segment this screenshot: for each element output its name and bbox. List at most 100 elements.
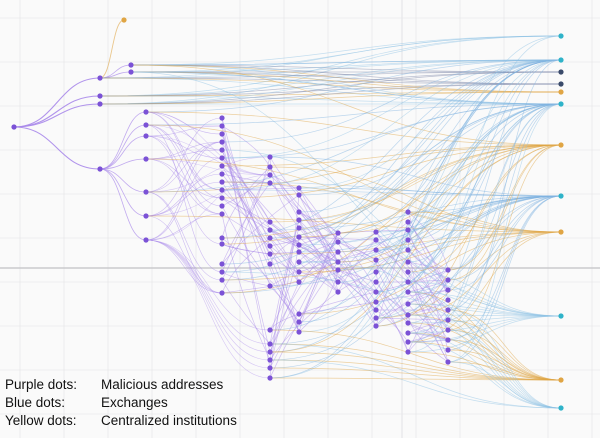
- edge: [145, 158, 223, 215]
- malicious-address-node: [219, 163, 225, 169]
- exchange-node: [558, 313, 564, 319]
- edge: [447, 103, 562, 363]
- malicious-address-node: [143, 122, 149, 128]
- edge: [269, 329, 562, 381]
- edge: [269, 59, 562, 239]
- malicious-address-node: [267, 251, 273, 257]
- edge: [447, 329, 562, 409]
- legend: Purple dots: Malicious addresses Blue dot…: [5, 376, 237, 430]
- edge: [221, 144, 562, 167]
- edge: [269, 144, 562, 223]
- edge: [99, 35, 562, 105]
- malicious-address-node: [219, 235, 225, 241]
- malicious-address-node: [296, 217, 302, 223]
- edge: [145, 239, 271, 331]
- malicious-address-node: [143, 133, 149, 139]
- edge: [221, 59, 562, 239]
- malicious-address-node: [296, 249, 302, 255]
- edge: [269, 285, 300, 323]
- edge: [337, 251, 377, 293]
- malicious-address-node: [143, 109, 149, 115]
- edge: [375, 301, 409, 353]
- malicious-address-node: [445, 307, 451, 313]
- malicious-address-node: [219, 203, 225, 209]
- centralized-institution-node: [121, 17, 127, 23]
- edge: [13, 103, 101, 128]
- edge: [221, 213, 271, 361]
- malicious-address-node: [267, 227, 273, 233]
- edge: [298, 261, 339, 293]
- edge: [221, 144, 562, 294]
- edge: [221, 117, 271, 265]
- legend-yellow: Yellow dots: Centralized institutions: [5, 412, 237, 430]
- edge: [407, 291, 562, 317]
- edge: [145, 141, 223, 193]
- malicious-address-node: [405, 339, 411, 345]
- malicious-address-node: [373, 247, 379, 253]
- edge: [407, 231, 562, 343]
- edge: [221, 166, 271, 239]
- edge: [221, 156, 271, 281]
- edge: [99, 59, 562, 97]
- edge: [407, 239, 449, 271]
- malicious-address-node: [296, 319, 302, 325]
- malicious-address-node: [143, 213, 149, 219]
- malicious-address-node: [219, 269, 225, 275]
- malicious-address-node: [219, 241, 225, 247]
- malicious-address-node: [219, 277, 225, 283]
- edge: [337, 271, 377, 293]
- edge: [375, 221, 409, 327]
- edge: [13, 95, 101, 128]
- malicious-address-node: [405, 320, 411, 326]
- edge: [221, 182, 271, 265]
- edge: [99, 64, 132, 79]
- malicious-address-node: [97, 166, 103, 172]
- malicious-address-node: [219, 131, 225, 137]
- exchange-node: [558, 69, 564, 75]
- edge: [337, 261, 377, 303]
- edge: [269, 182, 339, 263]
- malicious-address-node: [97, 93, 103, 99]
- edge: [447, 329, 562, 381]
- malicious-address-node: [373, 299, 379, 305]
- edge: [407, 322, 449, 341]
- edge: [99, 135, 147, 170]
- edge: [221, 166, 271, 273]
- edge: [337, 35, 562, 283]
- malicious-address-node: [445, 327, 451, 333]
- edge: [447, 103, 562, 271]
- edge: [447, 309, 562, 409]
- legend-purple: Purple dots: Malicious addresses: [5, 376, 237, 394]
- edge: [145, 239, 271, 361]
- malicious-address-node: [373, 315, 379, 321]
- edge: [145, 124, 271, 176]
- malicious-address-node: [335, 289, 341, 295]
- edge: [269, 343, 562, 381]
- edge: [447, 361, 562, 381]
- edge: [99, 124, 147, 170]
- malicious-address-node: [335, 230, 341, 236]
- edge: [145, 141, 223, 217]
- edge: [447, 319, 562, 409]
- malicious-address-node: [267, 243, 273, 249]
- malicious-address-node: [296, 234, 302, 240]
- edge: [269, 103, 562, 353]
- malicious-address-node: [97, 101, 103, 107]
- malicious-address-node: [219, 123, 225, 129]
- edge: [99, 91, 562, 105]
- legend-blue-label: Blue dots:: [5, 395, 66, 410]
- malicious-address-node: [11, 124, 17, 130]
- edge: [221, 174, 271, 207]
- edge: [298, 227, 339, 253]
- edge: [145, 111, 223, 135]
- edge: [130, 71, 562, 317]
- edge: [99, 83, 562, 97]
- edge: [221, 141, 271, 247]
- malicious-address-node: [405, 237, 411, 243]
- edge: [447, 103, 562, 311]
- edge: [13, 77, 101, 128]
- exchange-node: [558, 33, 564, 39]
- malicious-address-node: [267, 375, 273, 381]
- edge: [99, 71, 562, 105]
- edge: [269, 237, 300, 283]
